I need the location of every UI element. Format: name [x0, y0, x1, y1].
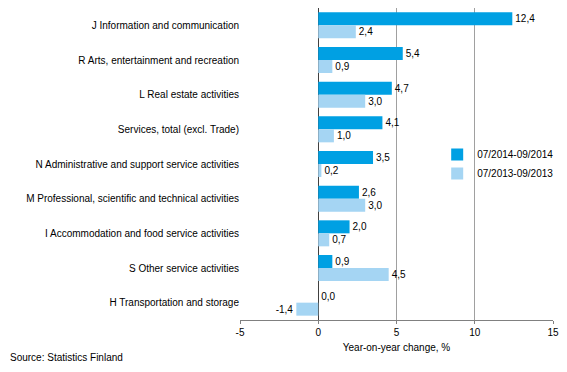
svg-text:3,0: 3,0 — [368, 200, 382, 211]
svg-text:-1,4: -1,4 — [276, 304, 294, 315]
svg-text:0,7: 0,7 — [332, 234, 346, 245]
svg-text:0: 0 — [315, 327, 321, 338]
svg-text:0,0: 0,0 — [321, 291, 335, 302]
svg-text:L Real estate activities: L Real estate activities — [139, 89, 239, 100]
svg-text:N Administrative and support s: N Administrative and support service act… — [36, 159, 239, 170]
svg-text:4,5: 4,5 — [392, 269, 406, 280]
svg-text:Source: Statistics Finland: Source: Statistics Finland — [10, 352, 123, 363]
svg-text:07/2013-09/2013: 07/2013-09/2013 — [477, 168, 553, 179]
svg-text:0,9: 0,9 — [335, 256, 349, 267]
svg-text:2,0: 2,0 — [353, 221, 367, 232]
svg-text:Services, total (excl. Trade): Services, total (excl. Trade) — [118, 124, 239, 135]
svg-text:Year-on-year change, %: Year-on-year change, % — [343, 342, 451, 353]
svg-text:S Other service activities: S Other service activities — [129, 263, 239, 274]
svg-text:5,4: 5,4 — [406, 48, 420, 59]
svg-text:0,9: 0,9 — [335, 61, 349, 72]
svg-text:2,4: 2,4 — [359, 26, 373, 37]
svg-text:07/2014-09/2014: 07/2014-09/2014 — [477, 149, 553, 160]
svg-text:12,4: 12,4 — [515, 13, 535, 24]
svg-text:10: 10 — [469, 327, 481, 338]
svg-text:4,7: 4,7 — [395, 83, 409, 94]
svg-text:15: 15 — [547, 327, 559, 338]
svg-text:J Information and communicatio: J Information and communication — [92, 20, 239, 31]
svg-text:3,0: 3,0 — [368, 96, 382, 107]
svg-text:4,1: 4,1 — [385, 117, 399, 128]
svg-text:5: 5 — [394, 327, 400, 338]
svg-text:M Professional, scientific and: M Professional, scientific and technical… — [26, 193, 239, 204]
svg-text:3,5: 3,5 — [376, 152, 390, 163]
svg-text:1,0: 1,0 — [337, 130, 351, 141]
svg-text:R Arts, entertainment and recr: R Arts, entertainment and recreation — [78, 55, 239, 66]
svg-text:0,2: 0,2 — [324, 165, 338, 176]
svg-text:I Accommodation and food servi: I Accommodation and food service activit… — [45, 228, 239, 239]
svg-text:2,6: 2,6 — [362, 187, 376, 198]
svg-text:-5: -5 — [236, 327, 245, 338]
svg-text:H Transportation and storage: H Transportation and storage — [109, 297, 239, 308]
